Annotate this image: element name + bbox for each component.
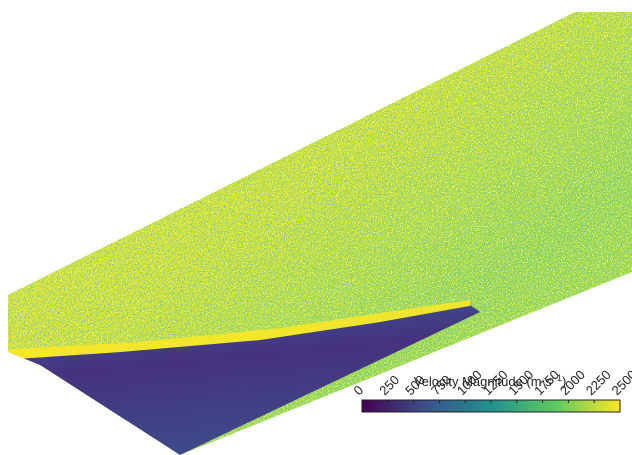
tick-label: 250 (376, 372, 402, 398)
tick-label: 2500 (609, 367, 632, 398)
chart: Velocity Magnitude (m s−1) 0250500750100… (0, 0, 632, 455)
tick-label: 2000 (557, 367, 588, 398)
tick-label: 0 (351, 382, 367, 398)
tick-label: 2250 (583, 367, 614, 398)
